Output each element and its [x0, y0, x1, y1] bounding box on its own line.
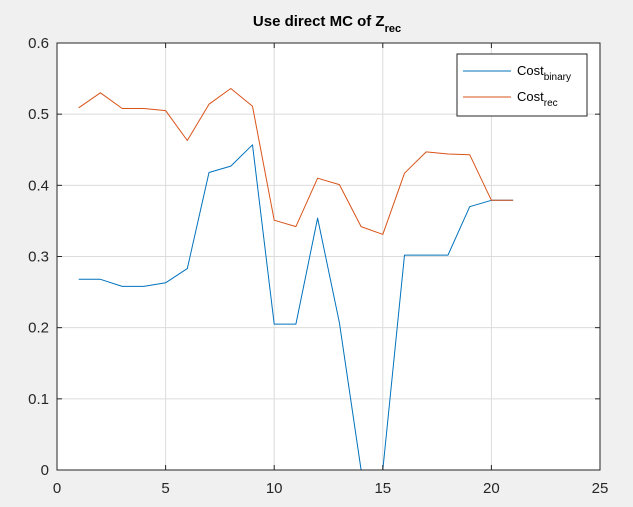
- legend-label-rec: Costrec: [517, 89, 558, 109]
- legend-label-binary-name: Cost: [517, 63, 544, 78]
- y-tick-label: 0.1: [28, 391, 49, 408]
- data-point: [425, 150, 428, 153]
- data-point: [251, 143, 254, 146]
- data-point: [338, 183, 341, 186]
- data-point: [164, 109, 167, 112]
- data-point: [446, 153, 449, 156]
- legend-label-binary-subscript: binary: [544, 72, 571, 83]
- data-point: [99, 91, 102, 94]
- data-point: [121, 285, 124, 288]
- x-tick-label: 5: [161, 480, 169, 497]
- data-point: [468, 205, 471, 208]
- data-point: [490, 199, 493, 202]
- data-point: [425, 254, 428, 257]
- x-tick-label: 0: [53, 480, 61, 497]
- data-point: [316, 217, 319, 220]
- legend: Costbinary Costrec: [456, 53, 588, 117]
- data-point: [186, 139, 189, 142]
- x-tick-label: 10: [266, 480, 283, 497]
- data-point: [164, 281, 167, 284]
- data-point: [121, 107, 124, 110]
- x-tick-label: 20: [483, 480, 500, 497]
- chart-title: Use direct MC of Zrec: [253, 13, 401, 35]
- y-axis: 0 0.1 0.2 0.3 0.4 0.5 0.6: [28, 35, 600, 479]
- data-point: [294, 323, 297, 326]
- chart-title-text: Use direct MC of Z: [253, 13, 385, 30]
- data-point: [77, 278, 80, 281]
- series-binary: [77, 143, 514, 471]
- data-point: [142, 107, 145, 110]
- data-point: [208, 103, 211, 106]
- series-layer: [77, 87, 515, 471]
- data-point: [208, 171, 211, 174]
- y-tick-label: 0.4: [28, 177, 49, 194]
- x-tick-label: 25: [592, 480, 609, 497]
- data-point: [186, 267, 189, 270]
- series-line: [78, 144, 514, 471]
- data-point: [338, 321, 341, 324]
- data-point: [446, 254, 449, 257]
- y-tick-label: 0.5: [28, 106, 49, 123]
- data-point: [403, 254, 406, 257]
- data-point: [381, 233, 384, 236]
- series-rec: [77, 87, 515, 236]
- legend-label-rec-subscript: rec: [544, 98, 558, 109]
- y-tick-label: 0.2: [28, 320, 49, 337]
- data-point: [99, 278, 102, 281]
- data-point: [251, 105, 254, 108]
- series-line: [78, 88, 514, 235]
- data-point: [468, 153, 471, 156]
- y-tick-label: 0.6: [28, 35, 49, 52]
- legend-label-rec-name: Cost: [517, 89, 544, 104]
- legend-box: [456, 53, 588, 117]
- y-tick-label: 0: [41, 462, 49, 479]
- data-point: [229, 87, 232, 90]
- x-tick-label: 15: [374, 480, 391, 497]
- data-point: [142, 285, 145, 288]
- x-axis: 0 5 10 15 20 25: [53, 43, 609, 497]
- y-tick-label: 0.3: [28, 249, 49, 266]
- data-point: [77, 106, 80, 109]
- data-point: [273, 323, 276, 326]
- data-point: [403, 172, 406, 175]
- chart-title-subscript: rec: [385, 23, 402, 35]
- data-point: [273, 219, 276, 222]
- data-point: [512, 199, 515, 202]
- legend-label-binary: Costbinary: [517, 63, 571, 83]
- data-point: [294, 225, 297, 228]
- data-point: [360, 225, 363, 228]
- data-point: [316, 177, 319, 180]
- data-point: [229, 165, 232, 168]
